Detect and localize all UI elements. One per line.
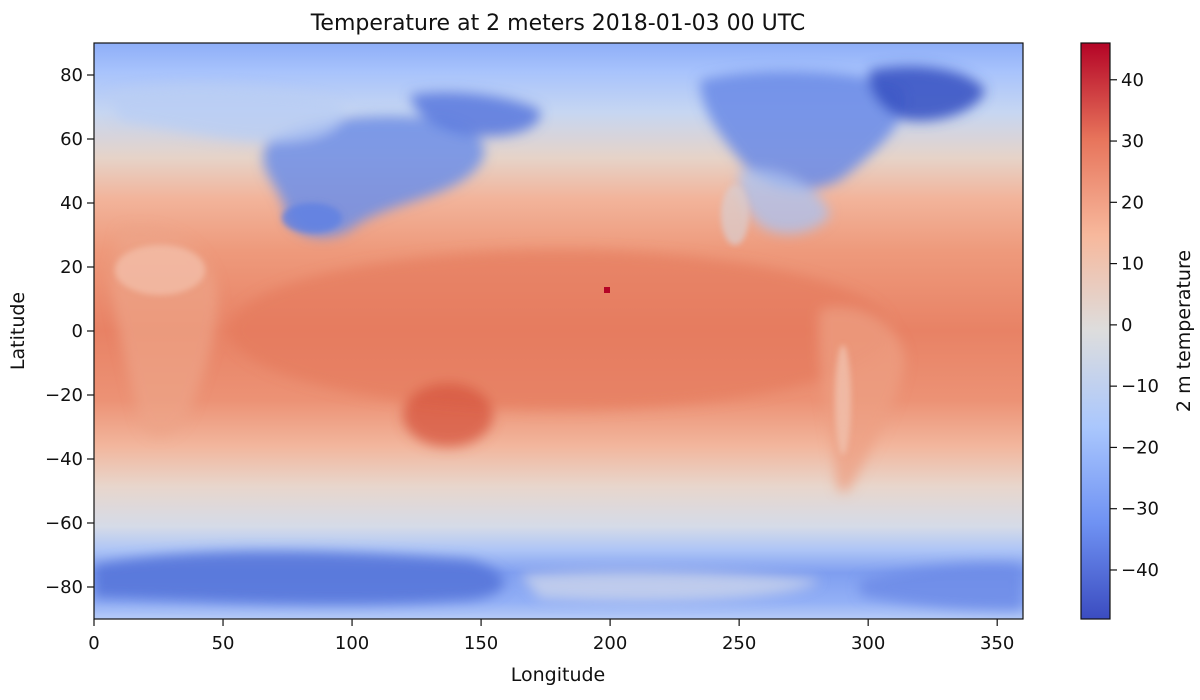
colorbar [1080, 42, 1111, 620]
x-axis-ticks: 0 50 100 150 200 250 300 350 [88, 619, 1014, 654]
colorbar-label: 2 m temperature [1173, 250, 1195, 412]
heatmap-field [94, 43, 1023, 619]
region-tropical-pacific [230, 250, 890, 410]
region-australia [403, 383, 493, 447]
region-ross-sea [520, 570, 820, 601]
y-tick-label: −20 [45, 385, 83, 406]
region-antarctica-east [860, 563, 1023, 611]
region-northern-canada [700, 70, 906, 190]
region-europe-russia [110, 85, 345, 142]
region-greenland [869, 66, 985, 121]
colorbar-tick-label: 30 [1121, 131, 1144, 152]
colorbar-tick-label: 20 [1121, 192, 1144, 213]
y-axis-label: Latitude [7, 292, 29, 370]
y-tick-label: 20 [60, 257, 83, 278]
region-us-midwest [738, 169, 830, 234]
colorbar-tick-label: −20 [1121, 437, 1159, 458]
colorbar-tick-label: 10 [1121, 254, 1144, 275]
region-antarctica [94, 551, 504, 605]
x-tick-label: 50 [212, 633, 235, 654]
colorbar-tick-label: 0 [1121, 315, 1132, 336]
y-tick-label: 80 [60, 65, 83, 86]
region-sahara [115, 245, 205, 295]
x-tick-label: 150 [464, 633, 498, 654]
y-tick-label: −40 [45, 449, 83, 470]
colorbar-tick-label: 40 [1121, 70, 1144, 91]
x-tick-label: 350 [980, 633, 1014, 654]
y-tick-label: 40 [60, 193, 83, 214]
chart-title: Temperature at 2 meters 2018-01-03 00 UT… [310, 11, 806, 36]
x-tick-label: 100 [335, 633, 369, 654]
y-tick-label: −80 [45, 577, 83, 598]
x-tick-label: 250 [722, 633, 756, 654]
region-east-siberia [410, 92, 541, 137]
colorbar-tick-label: −10 [1121, 376, 1159, 397]
x-axis-label: Longitude [511, 664, 606, 686]
region-andes [835, 345, 851, 455]
y-axis-ticks: 80 60 40 20 0 −20 −40 −60 −80 [45, 65, 94, 598]
region-tibet [282, 203, 342, 233]
colorbar-tick-label: −40 [1121, 560, 1159, 581]
y-tick-label: 0 [72, 321, 83, 342]
colorbar-tick-label: −30 [1121, 499, 1159, 520]
y-tick-label: −60 [45, 513, 83, 534]
x-tick-label: 0 [88, 633, 99, 654]
x-tick-label: 200 [593, 633, 627, 654]
x-tick-label: 300 [851, 633, 885, 654]
colorbar-ticks: 40 30 20 10 0 −10 −20 −30 −40 [1110, 70, 1159, 581]
region-rockies [721, 185, 749, 245]
hot-spot [604, 287, 610, 293]
y-tick-label: 60 [60, 129, 83, 150]
